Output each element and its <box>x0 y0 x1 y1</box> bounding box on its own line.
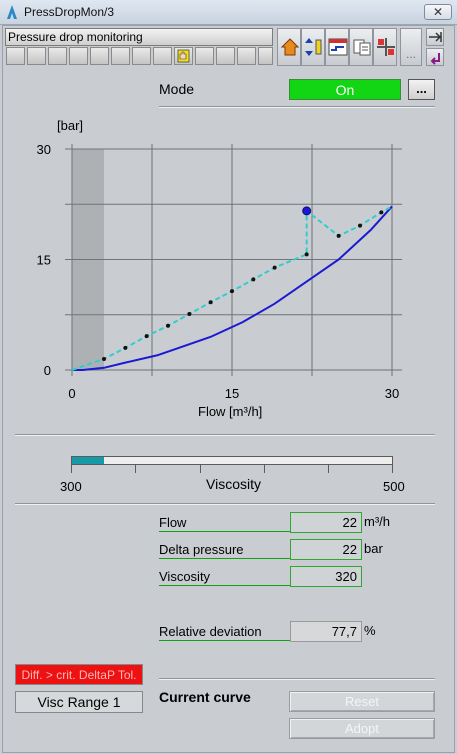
status-segment[interactable] <box>174 47 193 65</box>
viscosity-bar-fill <box>72 457 104 464</box>
viscosity-value: 320 <box>290 566 362 587</box>
flow-label: Flow <box>159 515 293 532</box>
data-point <box>208 300 213 305</box>
status-segment <box>6 47 25 65</box>
x-tick-label: 15 <box>225 386 239 401</box>
viscosity-min: 300 <box>60 479 82 494</box>
settings-button[interactable] <box>373 28 397 66</box>
status-segment <box>195 47 214 65</box>
hand-icon <box>177 49 190 63</box>
trend-button[interactable] <box>325 28 349 66</box>
mode-on-button[interactable]: On <box>289 79 401 100</box>
divider <box>159 678 435 680</box>
viscosity-tick <box>392 465 393 473</box>
flow-unit: m³/h <box>364 514 390 529</box>
relative-deviation-unit: % <box>364 623 376 638</box>
home-button[interactable] <box>277 28 301 66</box>
back-button[interactable] <box>426 48 444 66</box>
updown-arrows-icon <box>305 38 322 56</box>
status-segment <box>132 47 151 65</box>
network-icon <box>377 38 395 56</box>
report-button[interactable] <box>349 28 373 66</box>
status-segment <box>111 47 130 65</box>
data-point <box>304 252 309 257</box>
status-segment <box>216 47 235 65</box>
data-point <box>144 334 149 339</box>
relative-deviation-label: Relative deviation <box>159 624 293 641</box>
divider <box>15 503 435 505</box>
x-axis-label: Flow [m³/h] <box>198 404 263 419</box>
pin-button[interactable] <box>426 28 444 46</box>
data-point <box>251 277 256 282</box>
adopt-button[interactable]: Adopt <box>289 718 435 739</box>
data-point <box>272 265 277 270</box>
data-point <box>102 356 106 361</box>
data-point <box>123 345 128 350</box>
mode-options-button[interactable]: ... <box>408 79 435 100</box>
viscosity-bar-label: Viscosity <box>206 476 261 492</box>
window-title: PressDropMon/3 <box>24 5 115 19</box>
data-point <box>230 289 234 294</box>
documents-icon <box>353 39 371 56</box>
title-bar: PressDropMon/3 ✕ <box>0 0 457 25</box>
visc-range-button[interactable]: Visc Range 1 <box>15 691 143 713</box>
status-segment <box>27 47 46 65</box>
divider <box>159 106 435 108</box>
trend-window-icon <box>328 38 348 56</box>
x-tick-label: 30 <box>385 386 399 401</box>
viscosity-tick <box>264 465 265 473</box>
flow-value: 22 <box>290 512 362 533</box>
viscosity-bar <box>71 456 393 465</box>
y-tick-label: 0 <box>44 363 51 378</box>
relative-deviation-value: 77,7 <box>290 621 362 642</box>
delta-pressure-value: 22 <box>290 539 362 560</box>
current-point-marker <box>302 206 312 216</box>
mode-label: Mode <box>159 81 195 97</box>
reference-curve-line <box>72 205 393 371</box>
status-segment <box>90 47 109 65</box>
data-point <box>379 210 384 215</box>
data-point <box>166 323 170 328</box>
status-segment <box>69 47 88 65</box>
alarm-indicator: Diff. > crit. DeltaP Tol. <box>15 664 143 685</box>
status-segment <box>48 47 67 65</box>
viscosity-tick <box>71 465 72 473</box>
y-tick-label: 15 <box>37 253 51 268</box>
data-point <box>336 233 341 238</box>
y-tick-label: 30 <box>37 142 51 157</box>
current-curve-label: Current curve <box>159 689 251 705</box>
delta-pressure-label: Delta pressure <box>159 542 293 559</box>
data-point <box>358 223 362 228</box>
delta-pressure-unit: bar <box>364 541 383 556</box>
data-point <box>187 312 192 317</box>
y-axis-label: [bar] <box>57 118 84 133</box>
window-frame <box>2 25 455 753</box>
app-icon <box>7 5 17 19</box>
viscosity-tick <box>135 465 136 473</box>
viscosity-max: 500 <box>383 479 405 494</box>
status-segment <box>153 47 172 65</box>
reset-button[interactable]: Reset <box>289 691 435 712</box>
home-icon <box>280 38 300 56</box>
viscosity-tick <box>200 465 201 473</box>
status-segment <box>237 47 256 65</box>
return-icon <box>430 53 440 65</box>
close-button[interactable]: ✕ <box>424 4 452 20</box>
updown-button[interactable] <box>301 28 325 66</box>
faceplate-title: Pressure drop monitoring <box>8 30 143 44</box>
faceplate-header: Pressure drop monitoring <box>5 28 273 46</box>
x-tick-label: 0 <box>68 386 75 401</box>
viscosity-label: Viscosity <box>159 569 293 586</box>
divider <box>15 434 435 436</box>
pressure-flow-chart: 0 15 30 0 15 30 <box>37 142 402 401</box>
viscosity-tick <box>328 465 329 473</box>
more-button[interactable]: ... <box>400 28 422 66</box>
pin-icon <box>429 32 442 42</box>
status-segment <box>258 47 273 65</box>
